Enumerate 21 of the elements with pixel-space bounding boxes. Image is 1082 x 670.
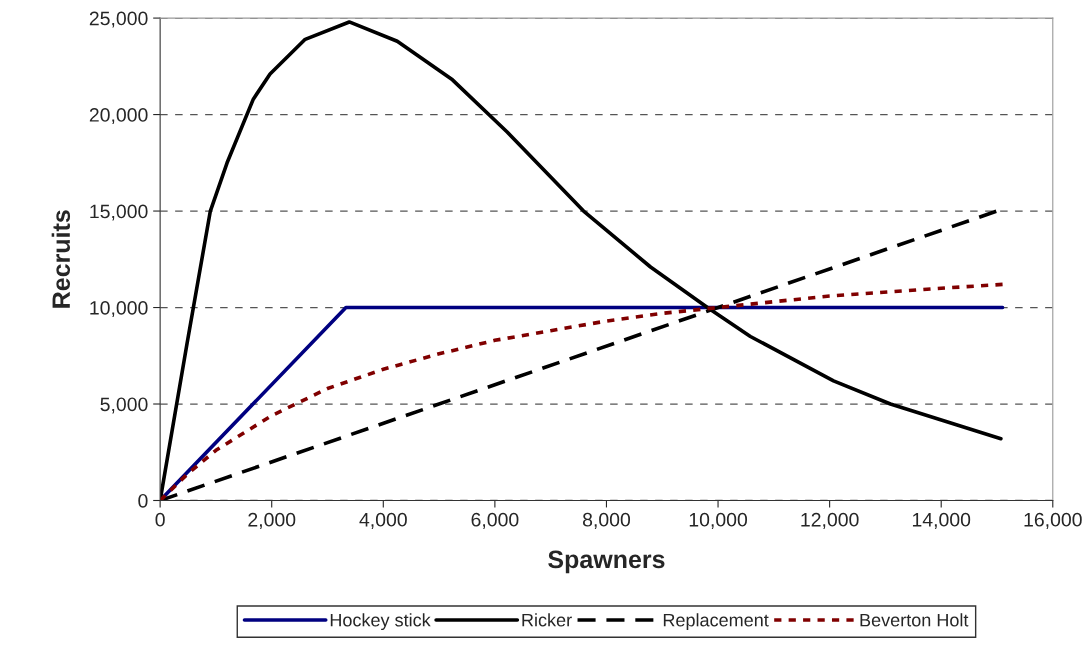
x-tick-label: 0 bbox=[155, 512, 165, 527]
y-tick-label: 10,000 bbox=[90, 301, 148, 318]
x-tick-label: 14,000 bbox=[912, 512, 971, 529]
x-tick-label: 10,000 bbox=[689, 512, 748, 529]
x-tick-label: 4,000 bbox=[359, 512, 407, 529]
x-tick-label: 12,000 bbox=[801, 512, 859, 529]
x-tick-label: 2,000 bbox=[248, 512, 296, 529]
legend-label: Beverton Holt bbox=[860, 613, 969, 627]
y-tick-label: 20,000 bbox=[89, 108, 148, 125]
y-tick-label: 15,000 bbox=[90, 204, 148, 221]
legend-label: Hockey stick bbox=[330, 613, 431, 631]
y-tick-label: 5,000 bbox=[100, 397, 148, 414]
y-axis-title: Recruits bbox=[51, 210, 71, 308]
x-tick-label: 16,000 bbox=[1024, 512, 1082, 529]
x-axis-title: Spawners bbox=[548, 550, 665, 574]
x-tick-label: 6,000 bbox=[471, 512, 519, 529]
y-tick-label: 0 bbox=[138, 493, 148, 508]
legend-label: Replacement bbox=[663, 613, 769, 631]
x-tick-label: 8,000 bbox=[582, 512, 631, 529]
y-tick-label: 25,000 bbox=[89, 11, 148, 28]
legend-label: Ricker bbox=[522, 613, 572, 627]
